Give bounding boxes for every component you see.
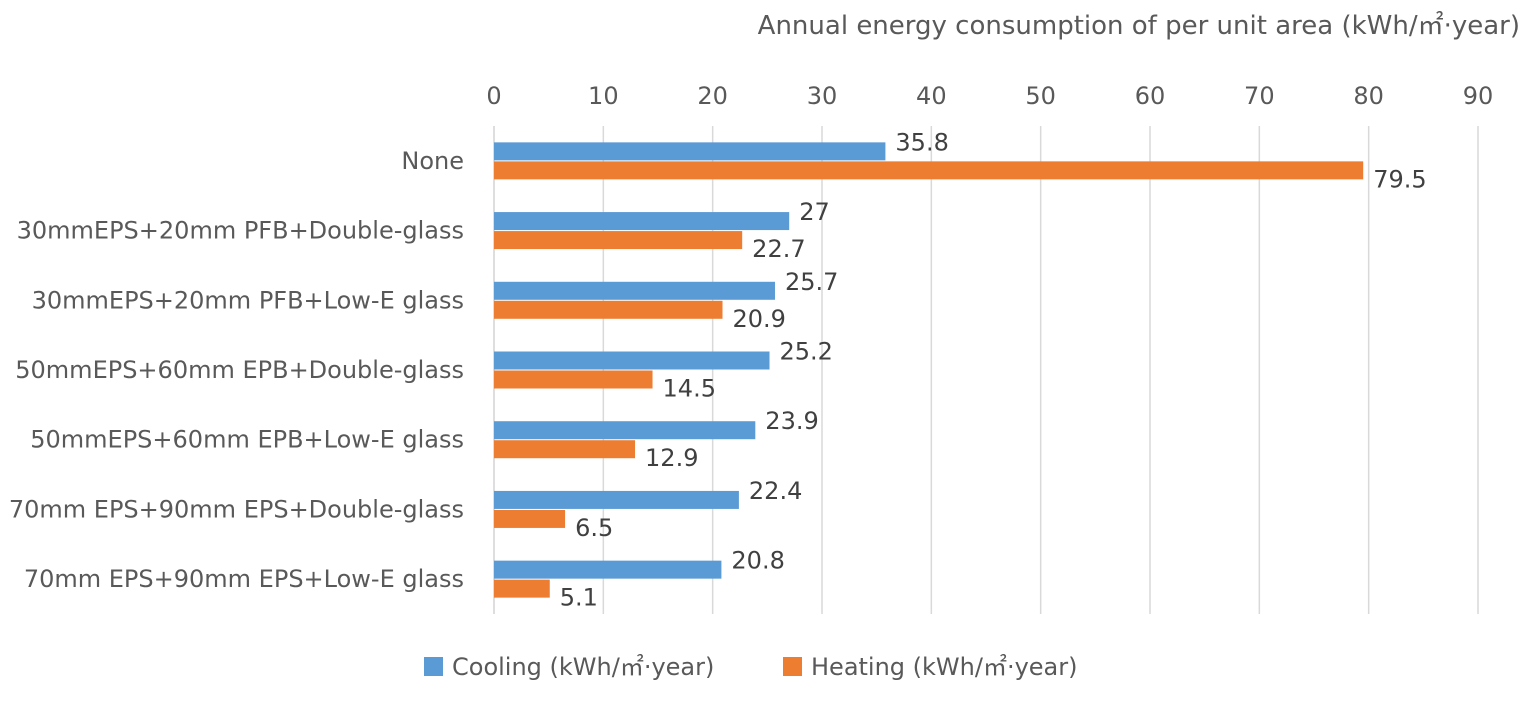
heating-bar bbox=[494, 370, 653, 389]
heating-bar bbox=[494, 579, 550, 598]
category-label: 30mmEPS+20mm PFB+Low-E glass bbox=[32, 286, 464, 314]
cooling-data-label: 27 bbox=[799, 198, 830, 226]
category-label: 30mmEPS+20mm PFB+Double-glass bbox=[17, 217, 464, 245]
heating-data-label: 79.5 bbox=[1373, 165, 1426, 193]
legend-label: Cooling (kWh/㎡·year) bbox=[452, 653, 714, 681]
x-axis-ticks: 0 10 20 30 40 50 60 70 80 90 bbox=[486, 82, 1493, 110]
category-label: None bbox=[401, 147, 464, 175]
x-axis-title: Annual energy consumption of per unit ar… bbox=[758, 11, 1520, 41]
heating-bar bbox=[494, 231, 743, 250]
heating-data-label: 20.9 bbox=[733, 305, 786, 333]
heating-bar bbox=[494, 440, 636, 459]
heating-bar bbox=[494, 161, 1364, 180]
x-tick-label: 80 bbox=[1353, 82, 1384, 110]
heating-data-label: 22.7 bbox=[752, 235, 805, 263]
category-label: 50mmEPS+60mm EPB+Double-glass bbox=[15, 356, 464, 384]
cooling-bar bbox=[494, 421, 756, 440]
heating-data-label: 14.5 bbox=[663, 375, 716, 403]
x-tick-label: 10 bbox=[588, 82, 619, 110]
cooling-data-label: 23.9 bbox=[765, 407, 818, 435]
cooling-bar bbox=[494, 351, 770, 370]
category-label: 70mm EPS+90mm EPS+Low-E glass bbox=[24, 565, 464, 593]
gridlines bbox=[493, 126, 1479, 614]
heating-data-label: 6.5 bbox=[575, 514, 613, 542]
cooling-data-label: 35.8 bbox=[895, 128, 948, 156]
cooling-bar bbox=[494, 281, 775, 300]
legend-label: Heating (kWh/㎡·year) bbox=[811, 653, 1078, 681]
legend: Cooling (kWh/㎡·year) Heating (kWh/㎡·year) bbox=[424, 653, 1078, 681]
category-label: 50mmEPS+60mm EPB+Low-E glass bbox=[30, 426, 464, 454]
cooling-data-label: 20.8 bbox=[731, 547, 784, 575]
legend-swatch bbox=[783, 657, 802, 676]
x-tick-label: 60 bbox=[1135, 82, 1166, 110]
category-labels: None 30mmEPS+20mm PFB+Double-glass 30mmEPS… bbox=[9, 147, 464, 593]
category-label: 70mm EPS+90mm EPS+Double-glass bbox=[9, 495, 464, 523]
heating-bar bbox=[494, 300, 723, 319]
cooling-data-label: 25.7 bbox=[785, 268, 838, 296]
heating-data-label: 12.9 bbox=[645, 444, 698, 472]
cooling-data-label: 25.2 bbox=[780, 338, 833, 366]
x-tick-label: 40 bbox=[916, 82, 947, 110]
heating-bar bbox=[494, 509, 566, 528]
cooling-data-label: 22.4 bbox=[749, 477, 802, 505]
data-labels: 35.8 79.5 27 22.7 25.7 20.9 25.2 14.5 23.9 12.9 22… bbox=[560, 128, 1427, 611]
x-tick-label: 0 bbox=[486, 82, 501, 110]
x-tick-label: 20 bbox=[697, 82, 728, 110]
legend-swatch bbox=[424, 657, 443, 676]
x-tick-label: 30 bbox=[807, 82, 838, 110]
bars bbox=[494, 142, 1364, 598]
cooling-bar bbox=[494, 490, 739, 509]
x-tick-label: 70 bbox=[1244, 82, 1275, 110]
cooling-bar bbox=[494, 560, 722, 579]
heating-data-label: 5.1 bbox=[560, 584, 598, 612]
x-tick-label: 90 bbox=[1463, 82, 1494, 110]
cooling-bar bbox=[494, 212, 790, 231]
cooling-bar bbox=[494, 142, 886, 161]
x-tick-label: 50 bbox=[1025, 82, 1056, 110]
